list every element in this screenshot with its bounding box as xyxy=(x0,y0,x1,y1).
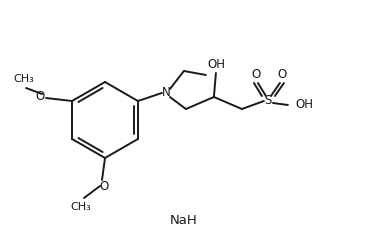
Text: CH₃: CH₃ xyxy=(70,202,92,212)
Text: O: O xyxy=(277,68,287,82)
Text: OH: OH xyxy=(295,98,313,112)
Text: OH: OH xyxy=(207,59,225,71)
Text: O: O xyxy=(99,180,108,192)
Text: O: O xyxy=(251,68,261,82)
Text: O: O xyxy=(35,90,45,102)
Text: CH₃: CH₃ xyxy=(14,74,34,84)
Text: S: S xyxy=(264,94,272,107)
Text: NaH: NaH xyxy=(170,214,198,226)
Text: N: N xyxy=(162,87,170,99)
